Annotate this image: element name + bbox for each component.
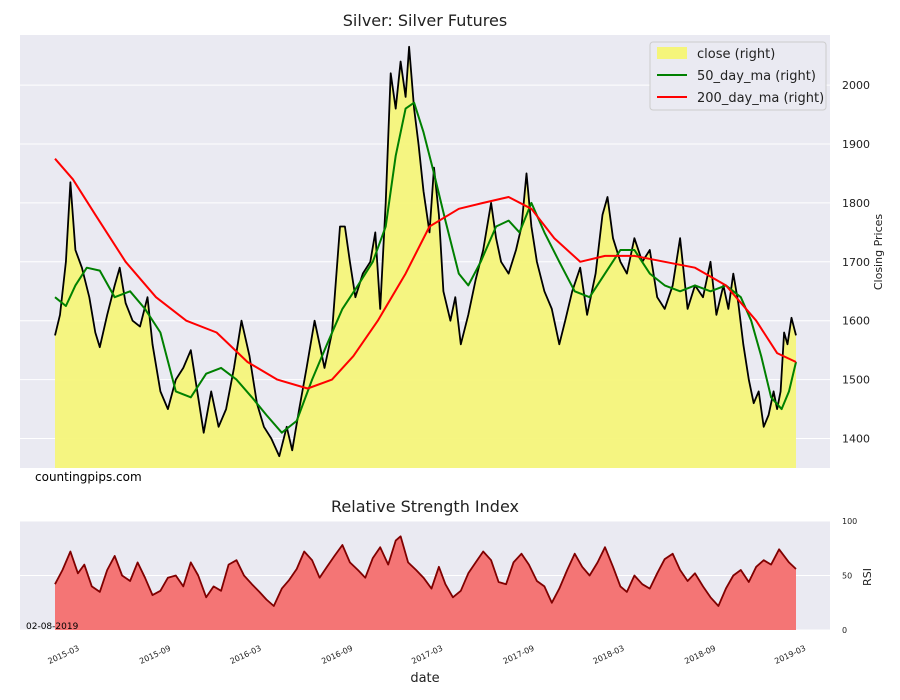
legend-swatch-close [657, 47, 687, 59]
x-tick-2017-03: 2017-03 [410, 644, 444, 666]
rsi-chart-title: Relative Strength Index [331, 497, 519, 516]
watermark: countingpips.com [35, 470, 142, 484]
price-series-layer [54, 45, 797, 469]
legend-label-50-day-ma: 50_day_ma (right) [697, 69, 816, 84]
rsi-area [55, 536, 796, 630]
price-chart-title: Silver: Silver Futures [343, 11, 507, 30]
legend-box [649, 41, 827, 111]
x-tick-2016-03: 2016-03 [229, 644, 263, 666]
rsi-y-tick-50: 50 [842, 572, 852, 581]
legend: close (right) 50_day_ma (right) 200_day_… [649, 41, 827, 111]
series-line-200-day-ma-right [54, 158, 797, 390]
price-y-axis-label: Closing Prices [872, 214, 885, 291]
x-tick-2016-09: 2016-09 [320, 644, 354, 666]
x-tick-2017-09: 2017-09 [502, 644, 536, 666]
x-tick-2018-03: 2018-03 [592, 644, 626, 666]
series-line-50-day-ma-right [54, 101, 797, 434]
rsi-panel: 0 50 100 2015-03 2015-09 2016-03 2016-09 2017-… [20, 497, 874, 686]
price-y-tick-labels: 1400 1500 1600 1700 1800 1900 2000 [842, 79, 870, 445]
x-tick-2015-03: 2015-03 [47, 644, 81, 666]
rsi-y-tick-labels: 0 50 100 [842, 517, 857, 635]
rsi-x-tick-labels: 2015-03 2015-09 2016-03 2016-09 2017-03 2017-… [47, 644, 808, 666]
rsi-date-annotation: 02-08-2019 [26, 622, 79, 632]
x-axis-label: date [410, 671, 439, 686]
price-y-tick-1600: 1600 [842, 315, 870, 328]
price-y-tick-1700: 1700 [842, 256, 870, 269]
x-tick-2018-09: 2018-09 [683, 644, 717, 666]
rsi-y-tick-0: 0 [842, 626, 847, 635]
price-y-tick-1500: 1500 [842, 374, 870, 387]
price-panel: 1400 1500 1600 1700 1800 1900 2000 Silver: Sil… [20, 11, 885, 484]
legend-label-close: close (right) [697, 47, 775, 62]
series-area-close-right [55, 46, 796, 469]
rsi-y-axis-label: RSI [861, 568, 874, 586]
price-y-tick-1800: 1800 [842, 197, 870, 210]
rsi-line [54, 535, 797, 607]
rsi-series-layer [54, 535, 797, 630]
price-y-tick-1400: 1400 [842, 433, 870, 446]
rsi-y-tick-100: 100 [842, 517, 857, 526]
x-tick-2019-03: 2019-03 [773, 644, 807, 666]
price-y-tick-1900: 1900 [842, 138, 870, 151]
series-line-close-right [54, 45, 797, 458]
x-tick-2015-09: 2015-09 [138, 644, 172, 666]
legend-label-200-day-ma: 200_day_ma (right) [697, 91, 824, 106]
price-y-tick-2000: 2000 [842, 79, 870, 92]
